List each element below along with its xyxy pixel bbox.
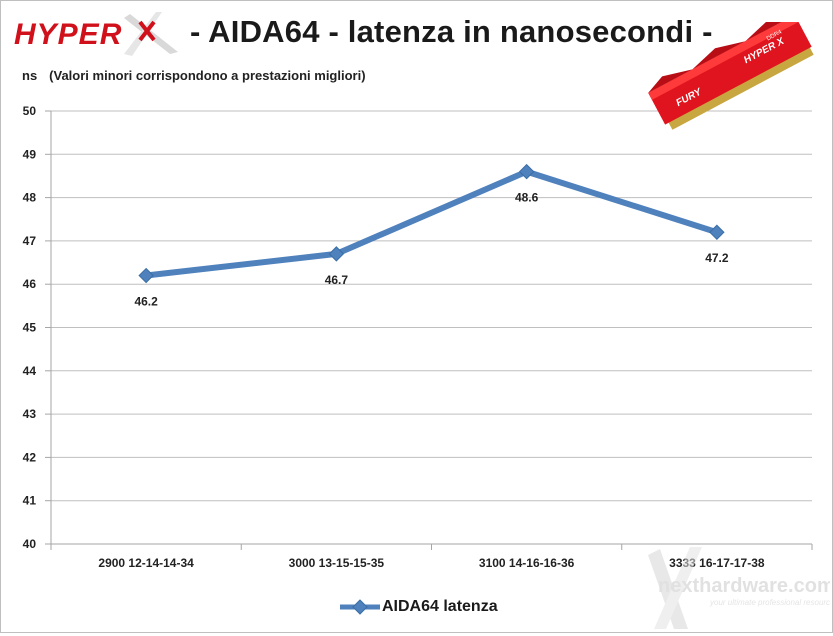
svg-text:HYPER: HYPER [14,18,122,51]
legend-series-label: AIDA64 latenza [382,598,498,615]
y-tick-label: 47 [23,234,37,248]
x-tick-label: 3000 13-15-15-35 [289,556,385,570]
data-label: 46.2 [134,295,158,309]
subtitle-note: (Valori minori corrispondono a prestazio… [49,68,366,83]
svg-text:nexthardware.com: nexthardware.com [658,575,830,597]
chart-subtitle: ns (Valori minori corrispondono a prestaz… [22,68,366,83]
y-tick-label: 43 [23,407,37,421]
x-tick-label: 2900 12-14-14-34 [98,556,194,570]
data-point-marker [709,224,725,240]
chart-legend: AIDA64 latenza [340,596,498,618]
data-point-marker [138,267,154,284]
data-label: 46.7 [325,273,349,287]
x-tick-label: 3100 14-16-16-36 [479,556,575,570]
watermark-logo: nexthardware.com your ultimate professio… [640,545,833,631]
data-label: 47.2 [705,251,729,265]
y-tick-label: 42 [23,450,37,464]
y-tick-label: 49 [23,147,37,161]
unit-label: ns [22,68,38,83]
y-tick-label: 45 [23,321,37,335]
data-point-marker [328,246,345,262]
data-point-marker [518,163,535,180]
y-tick-label: 41 [23,494,37,508]
y-tick-label: 40 [23,537,37,551]
y-tick-label: 50 [23,104,37,118]
y-tick-label: 44 [23,364,37,378]
svg-text:your ultimate professional res: your ultimate professional resource [709,598,830,607]
chart-title: - AIDA64 - latenza in nanosecondi - [190,14,713,49]
series-line [143,168,720,279]
data-label: 48.6 [515,191,539,205]
y-tick-label: 48 [23,191,37,205]
hyperx-logo: HYPER [12,10,182,58]
ram-module-image: FURY HYPER X DDR4 [640,14,822,130]
y-tick-label: 46 [23,277,37,291]
legend-series-marker [340,599,380,615]
